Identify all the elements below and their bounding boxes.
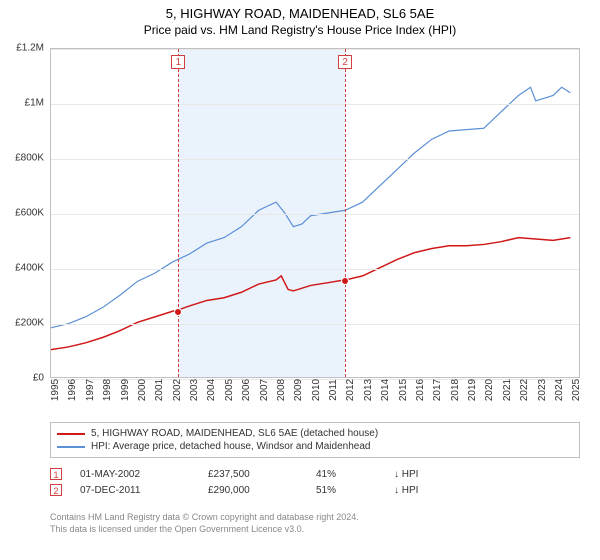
x-tick-label: 2009 bbox=[293, 379, 304, 401]
transaction-price: £290,000 bbox=[208, 485, 298, 496]
sale-dot bbox=[341, 277, 349, 285]
y-tick-label: £600K bbox=[15, 208, 44, 219]
x-tick-label: 2013 bbox=[363, 379, 374, 401]
title-main: 5, HIGHWAY ROAD, MAIDENHEAD, SL6 5AE bbox=[0, 6, 600, 21]
marker-box: 1 bbox=[171, 55, 185, 69]
x-tick-label: 2021 bbox=[502, 379, 513, 401]
x-tick-label: 2012 bbox=[345, 379, 356, 401]
marker-line bbox=[345, 49, 346, 377]
legend-box: 5, HIGHWAY ROAD, MAIDENHEAD, SL6 5AE (de… bbox=[50, 422, 580, 458]
legend-label: 5, HIGHWAY ROAD, MAIDENHEAD, SL6 5AE (de… bbox=[91, 428, 378, 439]
arrow-down-icon: ↓ HPI bbox=[394, 485, 418, 496]
footer-line2: This data is licensed under the Open Gov… bbox=[50, 524, 580, 536]
x-tick-label: 2023 bbox=[537, 379, 548, 401]
transaction-table: 1 01-MAY-2002 £237,500 41% ↓ HPI 2 07-DEC-2011… bbox=[50, 466, 580, 498]
x-tick-label: 2025 bbox=[571, 379, 582, 401]
y-tick-label: £1.2M bbox=[16, 43, 44, 54]
x-tick-label: 1999 bbox=[120, 379, 131, 401]
y-tick-label: £400K bbox=[15, 263, 44, 274]
x-tick-label: 2024 bbox=[554, 379, 565, 401]
series-hpi bbox=[51, 87, 570, 328]
series-lines bbox=[51, 49, 579, 377]
x-tick-label: 1996 bbox=[67, 379, 78, 401]
y-tick-label: £1M bbox=[25, 98, 44, 109]
x-tick-label: 2017 bbox=[432, 379, 443, 401]
title-sub: Price paid vs. HM Land Registry's House … bbox=[0, 23, 600, 37]
plot-area: 12 bbox=[50, 48, 580, 378]
y-tick-label: £200K bbox=[15, 318, 44, 329]
y-tick-label: £800K bbox=[15, 153, 44, 164]
x-tick-label: 2003 bbox=[189, 379, 200, 401]
x-tick-label: 2018 bbox=[450, 379, 461, 401]
y-axis-ticks: £0£200K£400K£600K£800K£1M£1.2M bbox=[0, 48, 48, 378]
transaction-price: £237,500 bbox=[208, 469, 298, 480]
x-tick-label: 2008 bbox=[276, 379, 287, 401]
x-tick-label: 2002 bbox=[172, 379, 183, 401]
marker-box: 2 bbox=[338, 55, 352, 69]
y-tick-label: £0 bbox=[33, 373, 44, 384]
legend-label: HPI: Average price, detached house, Wind… bbox=[91, 441, 370, 452]
x-tick-label: 2007 bbox=[259, 379, 270, 401]
x-tick-label: 2020 bbox=[484, 379, 495, 401]
x-tick-label: 1995 bbox=[50, 379, 61, 401]
x-tick-label: 2016 bbox=[415, 379, 426, 401]
transaction-row: 2 07-DEC-2011 £290,000 51% ↓ HPI bbox=[50, 482, 580, 498]
footer-attribution: Contains HM Land Registry data © Crown c… bbox=[50, 512, 580, 535]
legend-row: HPI: Average price, detached house, Wind… bbox=[57, 440, 573, 453]
x-tick-label: 2000 bbox=[137, 379, 148, 401]
x-tick-label: 1998 bbox=[102, 379, 113, 401]
x-tick-label: 1997 bbox=[85, 379, 96, 401]
x-tick-label: 2006 bbox=[241, 379, 252, 401]
legend-swatch bbox=[57, 446, 85, 448]
x-tick-label: 2010 bbox=[311, 379, 322, 401]
legend-row: 5, HIGHWAY ROAD, MAIDENHEAD, SL6 5AE (de… bbox=[57, 427, 573, 440]
x-tick-label: 2004 bbox=[206, 379, 217, 401]
transaction-marker: 1 bbox=[50, 468, 62, 480]
transaction-marker: 2 bbox=[50, 484, 62, 496]
marker-line bbox=[178, 49, 179, 377]
x-tick-label: 2015 bbox=[398, 379, 409, 401]
x-tick-label: 2011 bbox=[328, 379, 339, 401]
transaction-row: 1 01-MAY-2002 £237,500 41% ↓ HPI bbox=[50, 466, 580, 482]
transaction-date: 07-DEC-2011 bbox=[80, 485, 190, 496]
x-tick-label: 2001 bbox=[154, 379, 165, 401]
transaction-pct: 51% bbox=[316, 485, 376, 496]
arrow-down-icon: ↓ HPI bbox=[394, 469, 418, 480]
footer-line1: Contains HM Land Registry data © Crown c… bbox=[50, 512, 580, 524]
series-price_paid bbox=[51, 238, 570, 350]
transaction-date: 01-MAY-2002 bbox=[80, 469, 190, 480]
x-tick-label: 2022 bbox=[519, 379, 530, 401]
x-tick-label: 2005 bbox=[224, 379, 235, 401]
sale-dot bbox=[174, 308, 182, 316]
x-axis-ticks: 1995 1996 1997 1998 1999 2000 2001 2002 2003 2004… bbox=[50, 378, 580, 428]
x-tick-label: 2019 bbox=[467, 379, 478, 401]
title-block: 5, HIGHWAY ROAD, MAIDENHEAD, SL6 5AE Pri… bbox=[0, 0, 600, 37]
chart-container: 5, HIGHWAY ROAD, MAIDENHEAD, SL6 5AE Pri… bbox=[0, 0, 600, 560]
transaction-pct: 41% bbox=[316, 469, 376, 480]
legend-swatch bbox=[57, 433, 85, 435]
x-tick-label: 2014 bbox=[380, 379, 391, 401]
